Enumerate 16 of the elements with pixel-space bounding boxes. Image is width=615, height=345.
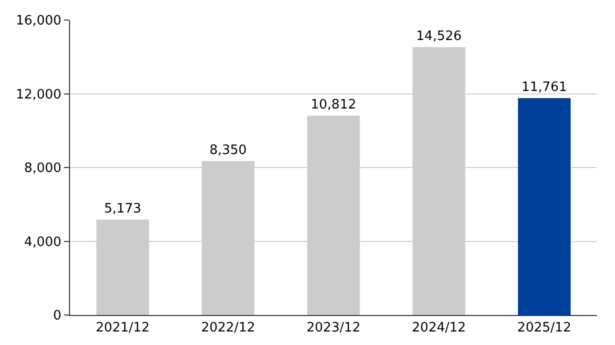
y-tick-label: 16,000 — [16, 14, 62, 29]
bar — [518, 98, 571, 315]
data-label: 10,812 — [310, 98, 356, 113]
y-tick-label: 4,000 — [24, 234, 62, 250]
data-label: 8,350 — [209, 143, 247, 158]
data-label: 14,526 — [416, 29, 462, 44]
data-label: 11,761 — [522, 80, 568, 96]
x-tick-label: 2023/12 — [306, 320, 361, 336]
x-tick-label: 2025/12 — [517, 320, 572, 336]
data-label: 5,173 — [104, 202, 142, 217]
x-tick-label: 2021/12 — [96, 320, 150, 336]
y-tick-label: 0 — [53, 308, 62, 324]
y-tick-label: 8,000 — [24, 161, 62, 176]
x-tick-label: 2022/12 — [201, 320, 256, 336]
x-tick-label: 2024/12 — [412, 320, 466, 336]
y-tick-label: 12,000 — [16, 87, 62, 102]
